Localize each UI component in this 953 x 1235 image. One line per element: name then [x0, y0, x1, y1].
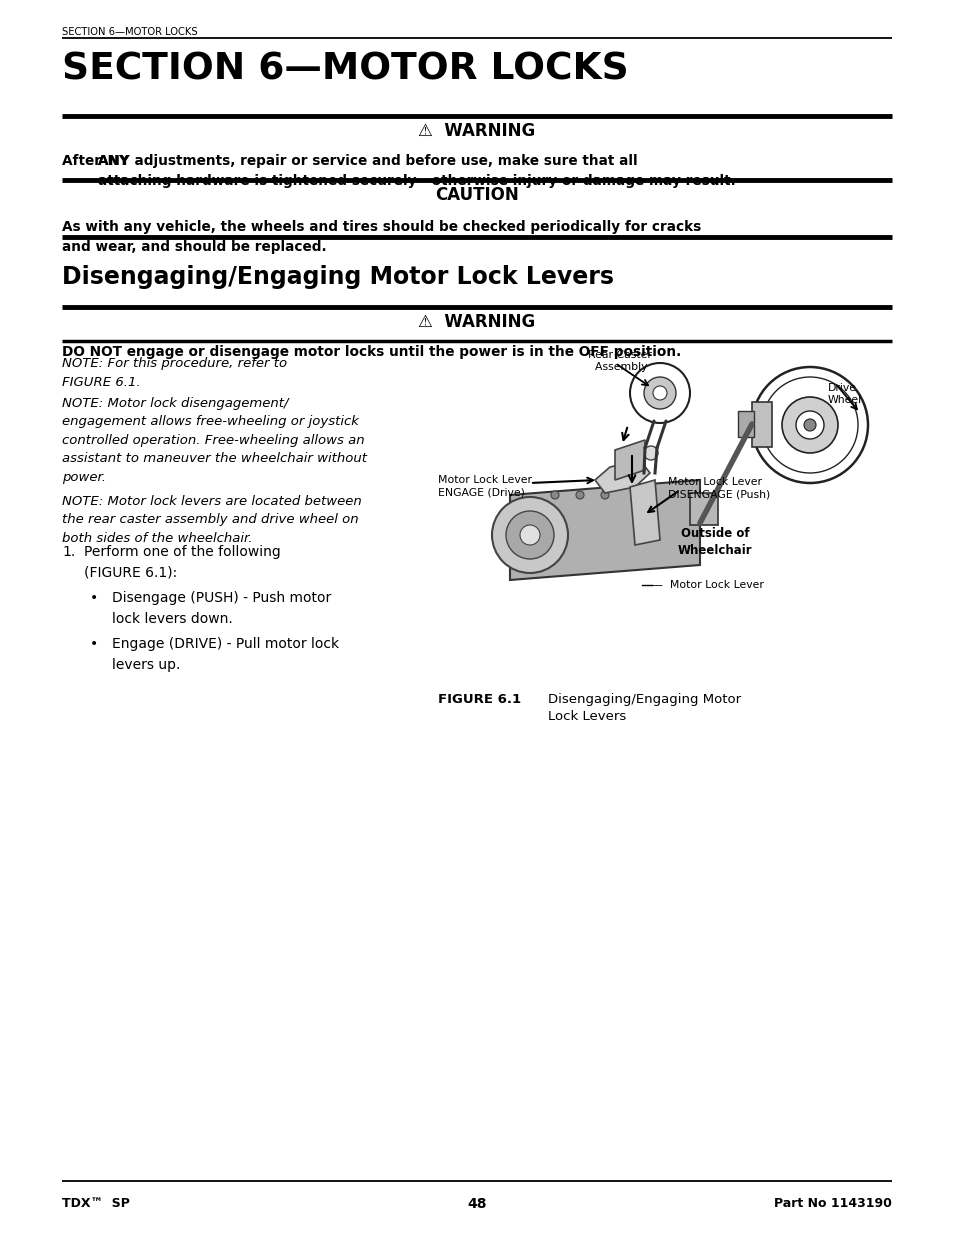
Text: Motor Lock Lever
ENGAGE (Drive): Motor Lock Lever ENGAGE (Drive)	[437, 475, 532, 498]
Text: Drive
Wheel: Drive Wheel	[827, 383, 862, 405]
Text: Outside of
Wheelchair: Outside of Wheelchair	[677, 527, 752, 557]
Text: SECTION 6—MOTOR LOCKS: SECTION 6—MOTOR LOCKS	[62, 51, 628, 86]
Polygon shape	[595, 459, 649, 493]
Text: ANY adjustments, repair or service and before use, make sure that all
attaching : ANY adjustments, repair or service and b…	[98, 154, 735, 188]
Text: As with any vehicle, the wheels and tires should be checked periodically for cra: As with any vehicle, the wheels and tire…	[62, 220, 700, 254]
Circle shape	[795, 411, 823, 438]
Circle shape	[803, 419, 815, 431]
Text: NOTE: Motor lock levers are located between
the rear caster assembly and drive w: NOTE: Motor lock levers are located betw…	[62, 495, 361, 545]
Circle shape	[505, 511, 554, 559]
Circle shape	[519, 525, 539, 545]
Circle shape	[551, 492, 558, 499]
Text: Part No 1143190: Part No 1143190	[773, 1197, 891, 1210]
Polygon shape	[629, 480, 659, 545]
Polygon shape	[615, 440, 644, 480]
Circle shape	[781, 396, 837, 453]
Circle shape	[643, 377, 676, 409]
Text: ⚠  WARNING: ⚠ WARNING	[418, 312, 535, 331]
Text: NOTE: For this procedure, refer to
FIGURE 6.1.: NOTE: For this procedure, refer to FIGUR…	[62, 357, 287, 389]
Text: DO NOT engage or disengage motor locks until the power is in the OFF position.: DO NOT engage or disengage motor locks u…	[62, 345, 680, 359]
Text: —  Motor Lock Lever: — Motor Lock Lever	[651, 580, 763, 590]
Text: SECTION 6—MOTOR LOCKS: SECTION 6—MOTOR LOCKS	[62, 27, 197, 37]
FancyBboxPatch shape	[751, 403, 771, 447]
Text: NOTE: Motor lock disengagement/
engagement allows free-wheeling or joystick
cont: NOTE: Motor lock disengagement/ engageme…	[62, 396, 367, 484]
Text: ⚠  WARNING: ⚠ WARNING	[418, 122, 535, 140]
Text: 1.: 1.	[62, 545, 75, 559]
Text: Disengaging/Engaging Motor Lock Levers: Disengaging/Engaging Motor Lock Levers	[62, 266, 614, 289]
Text: •: •	[90, 637, 98, 651]
Text: Disengaging/Engaging Motor
Lock Levers: Disengaging/Engaging Motor Lock Levers	[547, 693, 740, 724]
Circle shape	[600, 492, 608, 499]
Polygon shape	[510, 480, 700, 580]
Circle shape	[643, 446, 658, 459]
Text: CAUTION: CAUTION	[435, 186, 518, 204]
Text: •: •	[90, 592, 98, 605]
Text: 48: 48	[467, 1197, 486, 1212]
Text: TDX™  SP: TDX™ SP	[62, 1197, 130, 1210]
Text: Perform one of the following
(FIGURE 6.1):: Perform one of the following (FIGURE 6.1…	[84, 545, 280, 579]
Circle shape	[492, 496, 567, 573]
Text: Disengage (PUSH) - Push motor
lock levers down.: Disengage (PUSH) - Push motor lock lever…	[112, 592, 331, 626]
Text: Rear Caster
  Assembly: Rear Caster Assembly	[587, 350, 651, 373]
Text: Engage (DRIVE) - Pull motor lock
levers up.: Engage (DRIVE) - Pull motor lock levers …	[112, 637, 338, 672]
Text: Motor Lock Lever
DISENGAGE (Push): Motor Lock Lever DISENGAGE (Push)	[667, 477, 769, 499]
FancyBboxPatch shape	[689, 493, 718, 525]
Circle shape	[576, 492, 583, 499]
Text: After: After	[62, 154, 106, 168]
Text: ANY: ANY	[98, 154, 130, 168]
Text: FIGURE 6.1: FIGURE 6.1	[437, 693, 520, 706]
Circle shape	[652, 387, 666, 400]
FancyBboxPatch shape	[738, 411, 753, 437]
